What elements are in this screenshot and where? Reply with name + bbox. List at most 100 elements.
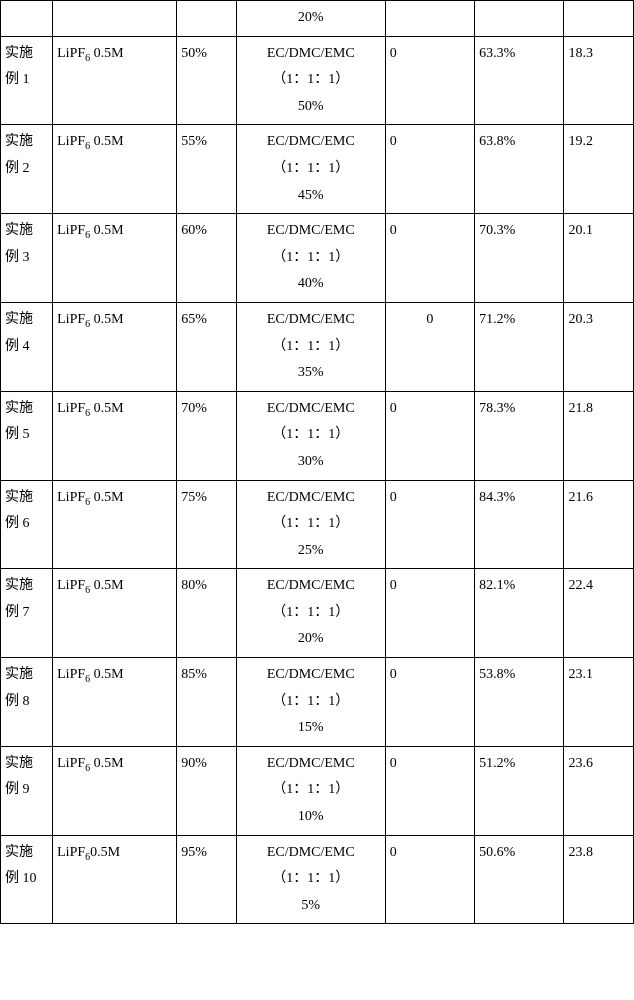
table-row: 实施例 3LiPF6 0.5M60%EC/DMC/EMC（1：1：1）40%07… (1, 214, 634, 303)
cell-salt: LiPF6 0.5M (53, 125, 177, 214)
table-row: 实施例 4LiPF6 0.5M65%EC/DMC/EMC（1：1：1）35%07… (1, 302, 634, 391)
cell-col6: 21.8 (564, 391, 634, 480)
label-line2: 例 4 (5, 334, 48, 361)
salt-conc: 0.5M (90, 756, 123, 771)
cell-percentage: 90% (177, 746, 237, 835)
salt-prefix: LiPF (57, 578, 85, 593)
solvent-line1: EC/DMC/EMC (241, 41, 381, 68)
solvent-line3: 10% (241, 804, 381, 831)
table-row: 实施例 2LiPF6 0.5M55%EC/DMC/EMC（1：1：1）45%06… (1, 125, 634, 214)
cell-example-label: 实施例 7 (1, 569, 53, 658)
table-row: 实施例 6LiPF6 0.5M75%EC/DMC/EMC（1：1：1）25%08… (1, 480, 634, 569)
salt-conc: 0.5M (90, 578, 123, 593)
cell-solvent: EC/DMC/EMC（1：1：1）30% (236, 391, 385, 480)
solvent-line3: 20% (241, 626, 381, 653)
salt-conc: 0.5M (90, 401, 123, 416)
label-line2: 例 3 (5, 245, 48, 272)
cell-percentage: 80% (177, 569, 237, 658)
cell-col5: 84.3% (475, 480, 564, 569)
header-fragment-row: 20% (1, 1, 634, 37)
cell-col6: 20.3 (564, 302, 634, 391)
cell-blank (475, 1, 564, 37)
cell-col4: 0 (385, 480, 474, 569)
cell-salt: LiPF6 0.5M (53, 480, 177, 569)
cell-example-label: 实施例 5 (1, 391, 53, 480)
label-line2: 例 9 (5, 777, 48, 804)
cell-col4: 0 (385, 302, 474, 391)
cell-percentage: 60% (177, 214, 237, 303)
data-table: 20% 实施例 1LiPF6 0.5M50%EC/DMC/EMC（1：1：1）5… (0, 0, 634, 924)
cell-col5: 71.2% (475, 302, 564, 391)
cell-col6: 23.8 (564, 835, 634, 924)
cell-solvent: EC/DMC/EMC（1：1：1）10% (236, 746, 385, 835)
cell-col5: 63.3% (475, 36, 564, 125)
solvent-line2: （1：1：1） (241, 334, 381, 361)
cell-percentage: 65% (177, 302, 237, 391)
salt-prefix: LiPF (57, 667, 85, 682)
cell-col5: 78.3% (475, 391, 564, 480)
solvent-line1: EC/DMC/EMC (241, 573, 381, 600)
label-line2: 例 7 (5, 600, 48, 627)
solvent-line1: EC/DMC/EMC (241, 840, 381, 867)
cell-solvent: EC/DMC/EMC（1：1：1）45% (236, 125, 385, 214)
cell-solvent: EC/DMC/EMC（1：1：1）35% (236, 302, 385, 391)
cell-salt: LiPF60.5M (53, 835, 177, 924)
cell-col5: 53.8% (475, 658, 564, 747)
label-line2: 例 5 (5, 422, 48, 449)
cell-col4: 0 (385, 214, 474, 303)
cell-col6: 23.1 (564, 658, 634, 747)
cell-salt: LiPF6 0.5M (53, 391, 177, 480)
solvent-line2: （1：1：1） (241, 156, 381, 183)
salt-conc: 0.5M (90, 134, 123, 149)
label-line2: 例 10 (5, 866, 48, 893)
solvent-line2: （1：1：1） (241, 511, 381, 538)
table-row: 实施例 7LiPF6 0.5M80%EC/DMC/EMC（1：1：1）20%08… (1, 569, 634, 658)
salt-prefix: LiPF (57, 134, 85, 149)
cell-col4: 0 (385, 391, 474, 480)
solvent-line2: （1：1：1） (241, 422, 381, 449)
table-row: 实施例 9LiPF6 0.5M90%EC/DMC/EMC（1：1：1）10%05… (1, 746, 634, 835)
cell-col6: 20.1 (564, 214, 634, 303)
salt-prefix: LiPF (57, 401, 85, 416)
solvent-line3: 5% (241, 893, 381, 920)
label-line2: 例 8 (5, 689, 48, 716)
table-row: 实施例 1LiPF6 0.5M50%EC/DMC/EMC（1：1：1）50%06… (1, 36, 634, 125)
cell-col4: 0 (385, 36, 474, 125)
cell-example-label: 实施例 10 (1, 835, 53, 924)
solvent-line1: EC/DMC/EMC (241, 307, 381, 334)
salt-conc: 0.5M (90, 223, 123, 238)
cell-salt: LiPF6 0.5M (53, 658, 177, 747)
salt-conc: 0.5M (90, 312, 123, 327)
solvent-line2: （1：1：1） (241, 866, 381, 893)
cell-col5: 70.3% (475, 214, 564, 303)
cell-salt: LiPF6 0.5M (53, 746, 177, 835)
solvent-line3: 45% (241, 183, 381, 210)
cell-col6: 22.4 (564, 569, 634, 658)
table-row: 实施例 10LiPF60.5M95%EC/DMC/EMC（1：1：1）5%050… (1, 835, 634, 924)
cell-solvent: EC/DMC/EMC（1：1：1）5% (236, 835, 385, 924)
cell-example-label: 实施例 6 (1, 480, 53, 569)
cell-col5: 63.8% (475, 125, 564, 214)
cell-example-label: 实施例 1 (1, 36, 53, 125)
cell-salt: LiPF6 0.5M (53, 214, 177, 303)
cell-salt: LiPF6 0.5M (53, 36, 177, 125)
solvent-line1: EC/DMC/EMC (241, 751, 381, 778)
label-line2: 例 1 (5, 67, 48, 94)
salt-prefix: LiPF (57, 46, 85, 61)
solvent-line3: 30% (241, 449, 381, 476)
salt-conc: 0.5M (90, 490, 123, 505)
solvent-line2: （1：1：1） (241, 777, 381, 804)
salt-conc: 0.5M (90, 46, 123, 61)
cell-col4: 0 (385, 746, 474, 835)
cell-col6: 23.6 (564, 746, 634, 835)
solvent-line1: EC/DMC/EMC (241, 396, 381, 423)
salt-conc: 0.5M (90, 667, 123, 682)
cell-salt: LiPF6 0.5M (53, 569, 177, 658)
cell-example-label: 实施例 3 (1, 214, 53, 303)
cell-header-remainder: 20% (236, 1, 385, 37)
cell-col4: 0 (385, 658, 474, 747)
label-line1: 实施 (5, 840, 48, 867)
label-line1: 实施 (5, 307, 48, 334)
solvent-line3: 50% (241, 94, 381, 121)
cell-example-label: 实施例 8 (1, 658, 53, 747)
